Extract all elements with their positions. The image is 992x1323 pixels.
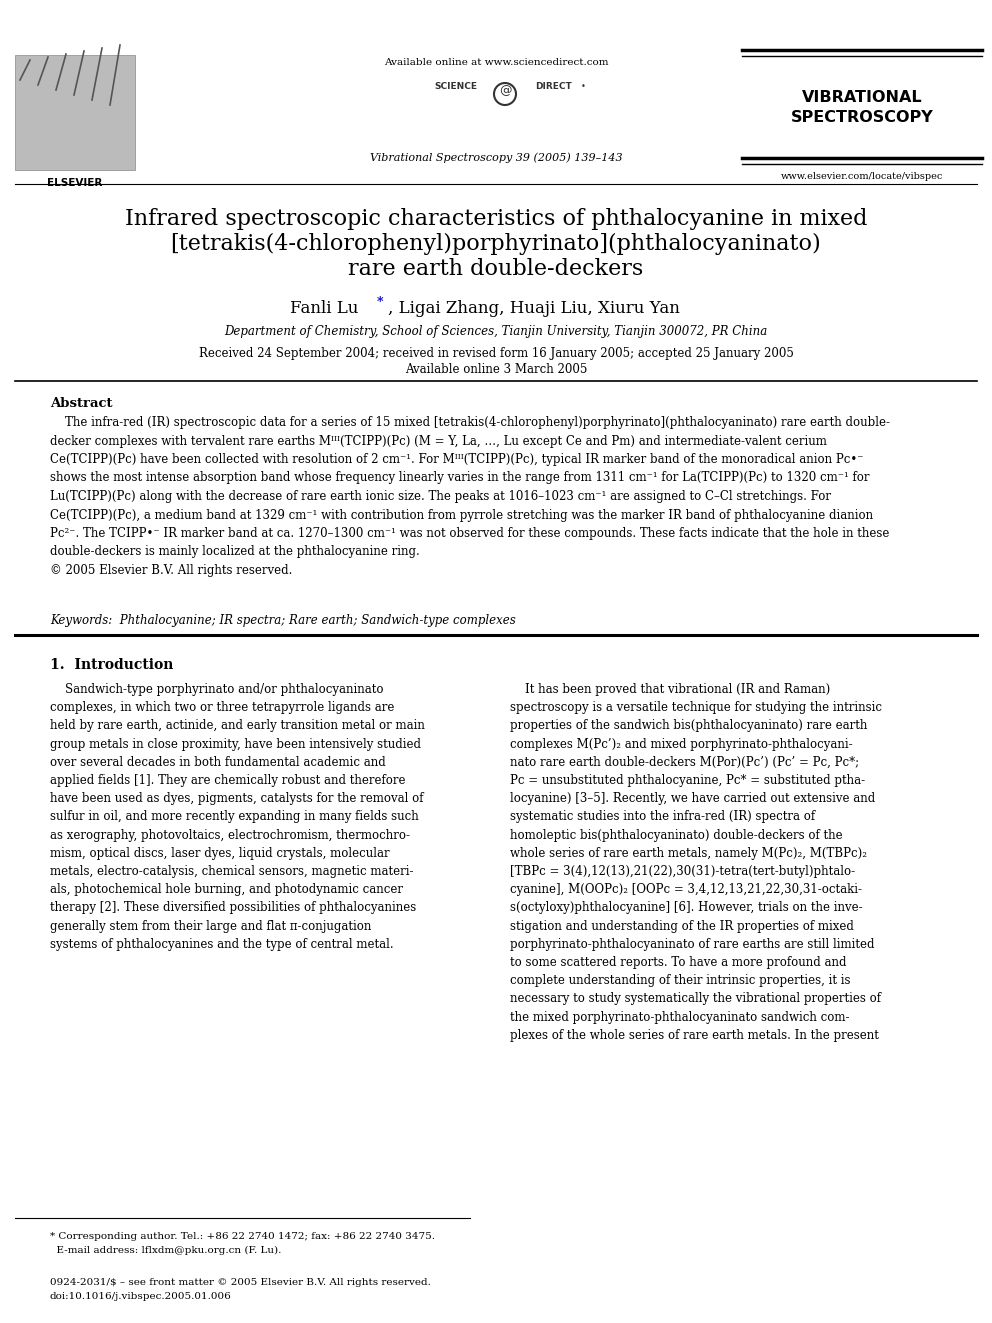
Text: The infra-red (IR) spectroscopic data for a series of 15 mixed [tetrakis(4-chlor: The infra-red (IR) spectroscopic data fo… [50,415,890,577]
Text: 0924-2031/$ – see front matter © 2005 Elsevier B.V. All rights reserved.: 0924-2031/$ – see front matter © 2005 El… [50,1278,431,1287]
Text: SCIENCE: SCIENCE [434,82,477,91]
Text: * Corresponding author. Tel.: +86 22 2740 1472; fax: +86 22 2740 3475.: * Corresponding author. Tel.: +86 22 274… [50,1232,435,1241]
Text: rare earth double-deckers: rare earth double-deckers [348,258,644,280]
Text: ELSEVIER: ELSEVIER [48,179,103,188]
Text: @: @ [499,85,511,98]
Text: Available online 3 March 2005: Available online 3 March 2005 [405,363,587,376]
Text: www.elsevier.com/locate/vibspec: www.elsevier.com/locate/vibspec [781,172,943,181]
Text: [tetrakis(4-chlorophenyl)porphyrinato](phthalocyaninato): [tetrakis(4-chlorophenyl)porphyrinato](p… [171,233,821,255]
Text: , Ligai Zhang, Huaji Liu, Xiuru Yan: , Ligai Zhang, Huaji Liu, Xiuru Yan [388,300,680,318]
Text: Sandwich-type porphyrinato and/or phthalocyaninato
complexes, in which two or th: Sandwich-type porphyrinato and/or phthal… [50,683,425,951]
Text: Vibrational Spectroscopy 39 (2005) 139–143: Vibrational Spectroscopy 39 (2005) 139–1… [370,152,622,163]
Text: doi:10.1016/j.vibspec.2005.01.006: doi:10.1016/j.vibspec.2005.01.006 [50,1293,232,1301]
Text: •: • [580,82,585,91]
Text: Fanli Lu: Fanli Lu [290,300,358,318]
Text: DIRECT: DIRECT [535,82,571,91]
Text: Received 24 September 2004; received in revised form 16 January 2005; accepted 2: Received 24 September 2004; received in … [198,347,794,360]
Text: Available online at www.sciencedirect.com: Available online at www.sciencedirect.co… [384,58,608,67]
Text: 1.  Introduction: 1. Introduction [50,658,174,672]
Text: Keywords:  Phthalocyanine; IR spectra; Rare earth; Sandwich-type complexes: Keywords: Phthalocyanine; IR spectra; Ra… [50,614,516,627]
Text: It has been proved that vibrational (IR and Raman)
spectroscopy is a versatile t: It has been proved that vibrational (IR … [510,683,882,1041]
FancyBboxPatch shape [15,56,135,169]
Text: Department of Chemistry, School of Sciences, Tianjin University, Tianjin 300072,: Department of Chemistry, School of Scien… [224,325,768,337]
Text: *: * [377,296,384,310]
Text: VIBRATIONAL
SPECTROSCOPY: VIBRATIONAL SPECTROSCOPY [791,90,933,124]
Text: E-mail address: lflxdm@pku.org.cn (F. Lu).: E-mail address: lflxdm@pku.org.cn (F. Lu… [50,1246,282,1256]
Text: Infrared spectroscopic characteristics of phthalocyanine in mixed: Infrared spectroscopic characteristics o… [125,208,867,230]
Text: Abstract: Abstract [50,397,112,410]
